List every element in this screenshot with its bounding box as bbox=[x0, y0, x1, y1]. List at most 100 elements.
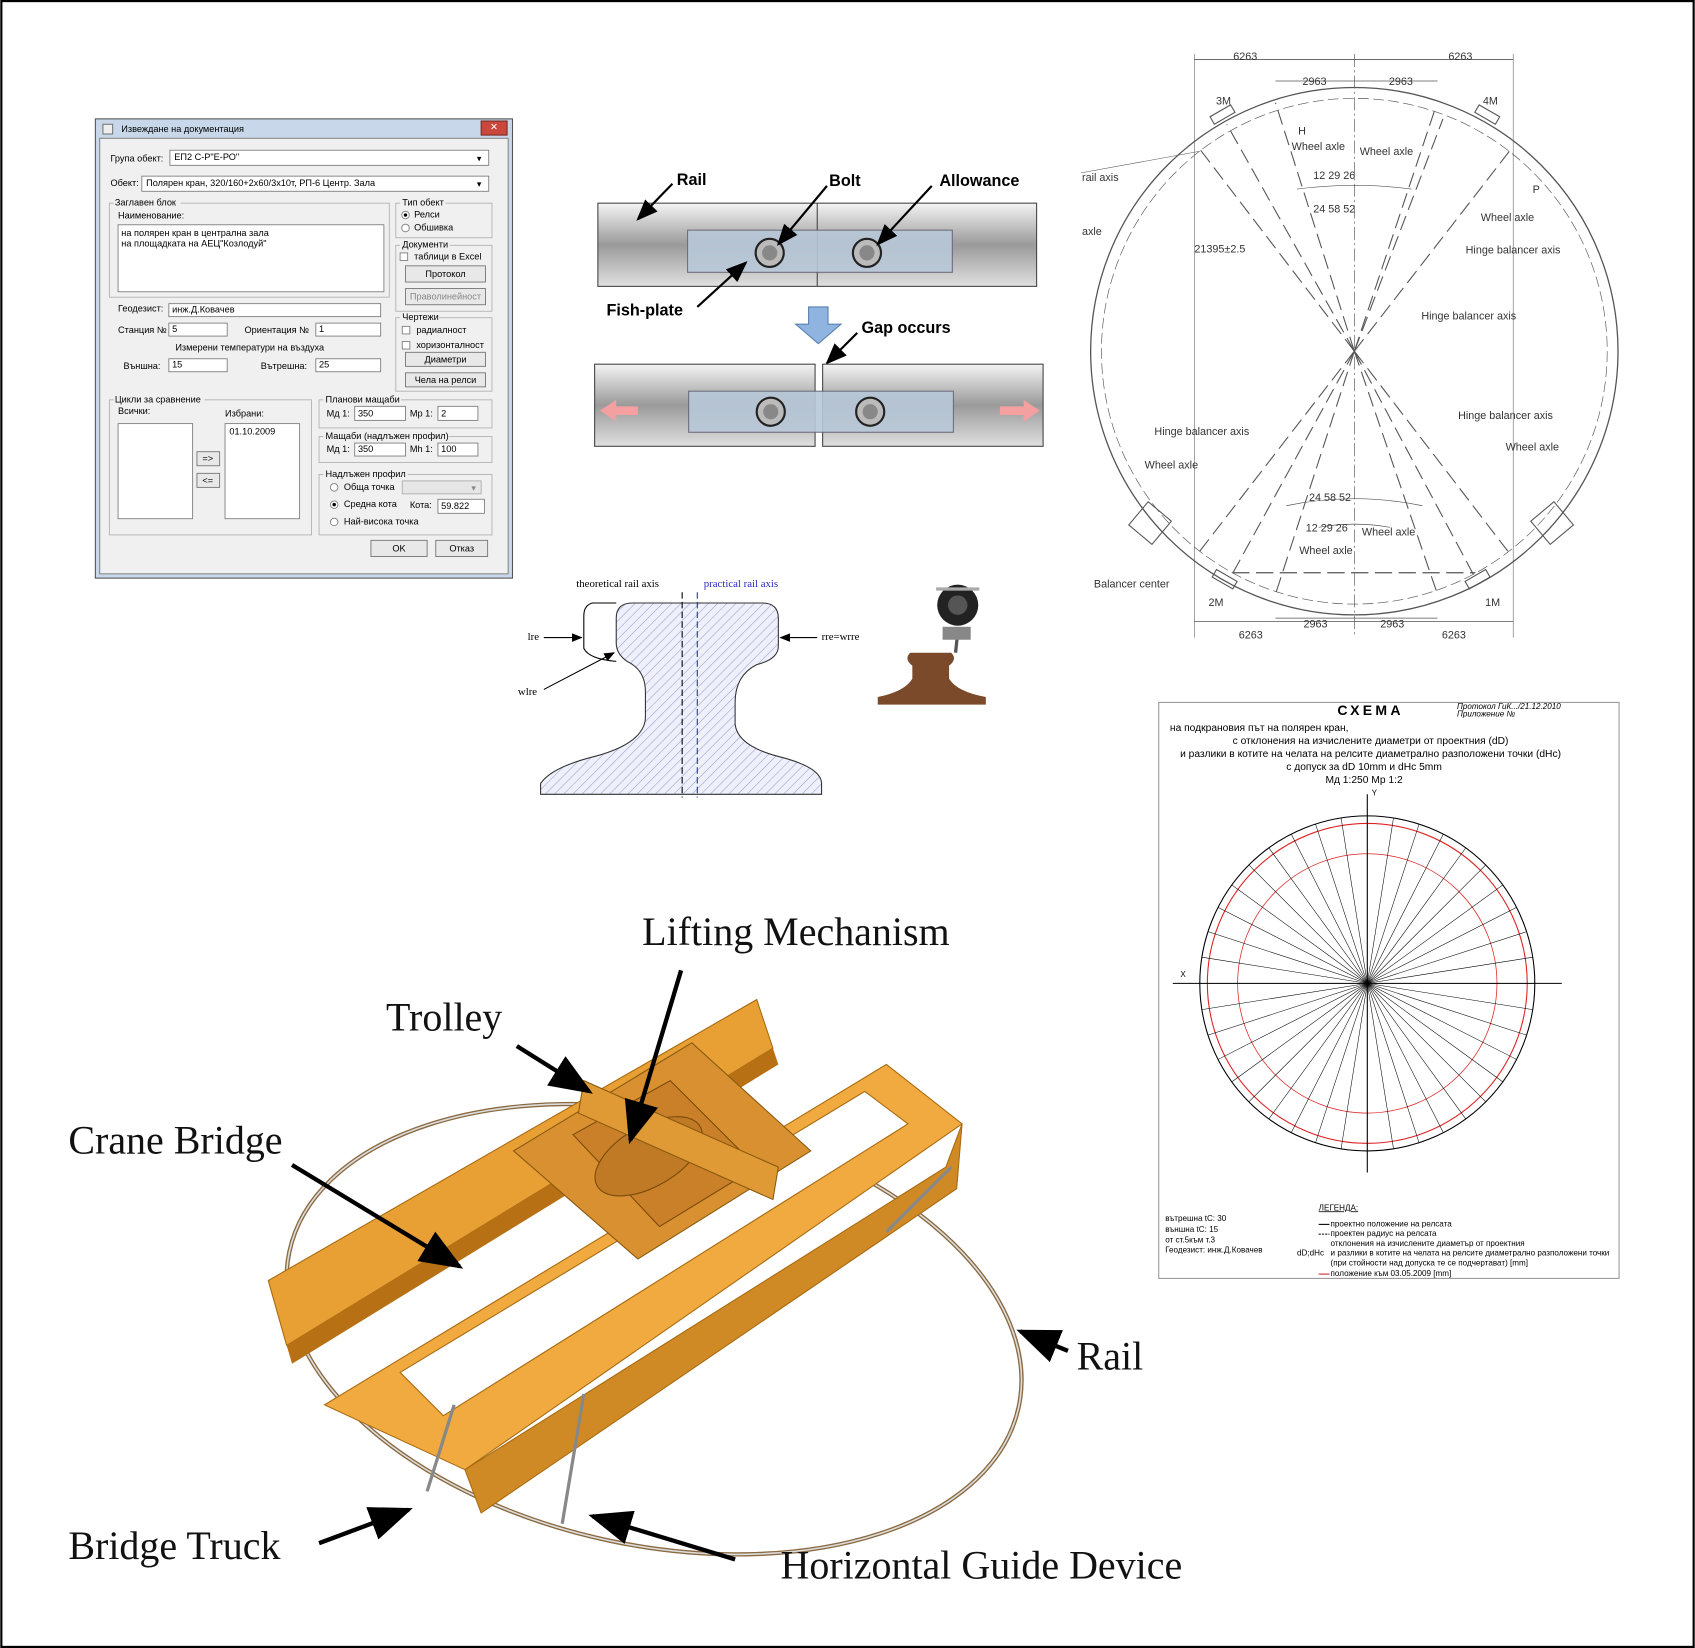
line-shape bbox=[1226, 124, 1355, 352]
rect-shape bbox=[401, 480, 482, 495]
labels-label: 1M bbox=[1485, 597, 1500, 609]
long-profile-label: Надлъжен профил bbox=[326, 469, 406, 479]
labels-label: axle bbox=[1082, 226, 1102, 238]
rect-shape bbox=[323, 432, 449, 441]
radial-line bbox=[1201, 956, 1368, 984]
line-shape bbox=[876, 185, 933, 246]
object-label-label: Обект: bbox=[110, 178, 138, 188]
straightness-label: Праволинейност bbox=[410, 292, 482, 302]
radial-line bbox=[1231, 983, 1368, 1083]
labels-label: Hinge balancer axis bbox=[1154, 426, 1249, 438]
radial-line bbox=[1201, 983, 1368, 1010]
circle-shape bbox=[332, 502, 336, 507]
rect-shape bbox=[437, 498, 485, 514]
path-shape bbox=[540, 602, 823, 795]
path-shape bbox=[464, 1123, 963, 1514]
radial-line bbox=[1367, 817, 1394, 984]
rail-heads-label: Чела на релси bbox=[415, 375, 477, 385]
lines-label: и разлики в котите на челата на релсите … bbox=[1180, 749, 1561, 760]
surveyor-label-label: Геодезист: bbox=[118, 303, 163, 313]
line-shape bbox=[543, 652, 616, 690]
guide-label: Horizontal Guide Device bbox=[780, 1542, 1182, 1587]
text-shape: ▾ bbox=[477, 153, 482, 163]
labels-label: 24 58 52 bbox=[1313, 204, 1355, 216]
profile-md-label: 350 bbox=[358, 444, 373, 454]
labels-label: 2963 bbox=[1304, 618, 1328, 630]
notes-label: Геодезист: инж.Д.Ковачев bbox=[1165, 1245, 1262, 1254]
radial-line bbox=[1217, 983, 1368, 1060]
rect-shape bbox=[401, 325, 411, 335]
protocol-label: Протокол bbox=[425, 269, 465, 279]
trolley-label: Trolley bbox=[386, 994, 502, 1039]
legend-label: отклонения на изчислените диаметър от пр… bbox=[1331, 1239, 1525, 1248]
path-shape bbox=[999, 399, 1040, 422]
rect-shape bbox=[1530, 500, 1575, 546]
rail-label: Rail bbox=[677, 171, 707, 189]
labels-label: 6263 bbox=[1233, 51, 1257, 63]
type-options-label: Релси bbox=[414, 209, 440, 219]
path-shape bbox=[1297, 185, 1412, 190]
crane-ring-labels: 6263 6263 2963 2963 3M 4M Wheel axle Whe… bbox=[1082, 51, 1561, 641]
inner-label-label: Вътрешна: bbox=[261, 361, 307, 371]
legend-label: положение към 03.05.2009 [mm] bbox=[1331, 1269, 1452, 1278]
profile-options-label: Средна кота bbox=[344, 499, 398, 509]
rect-shape bbox=[196, 451, 221, 467]
rect-shape bbox=[168, 322, 228, 337]
radial-line bbox=[1367, 983, 1533, 1010]
radial-label: радиалност bbox=[416, 325, 467, 335]
circle-shape bbox=[401, 223, 410, 233]
labels-label: 4M bbox=[1483, 95, 1498, 107]
type-options-label: Обшивка bbox=[414, 222, 454, 232]
rect-shape bbox=[196, 472, 221, 488]
mp1-label: Мр 1: bbox=[410, 408, 433, 418]
profile-options-label: Най-висока точка bbox=[344, 516, 420, 526]
labels-label: 2963 bbox=[1302, 76, 1326, 88]
radial-line bbox=[1367, 824, 1420, 984]
line-shape bbox=[1016, 1329, 1069, 1363]
profile-mh-label: 100 bbox=[441, 444, 456, 454]
cycles-label: Цикли за сравнение bbox=[115, 394, 201, 404]
path-shape bbox=[877, 652, 986, 705]
circle-shape bbox=[862, 404, 878, 420]
title-label: Извеждане на документация bbox=[121, 124, 244, 134]
rail-label: Rail bbox=[1077, 1334, 1144, 1379]
rect-shape bbox=[168, 303, 382, 318]
crane-ring bbox=[1080, 54, 1619, 638]
g-shape bbox=[290, 969, 1069, 1562]
rect-shape bbox=[323, 395, 402, 405]
radial-line bbox=[1248, 983, 1368, 1103]
station-value-label: 5 bbox=[172, 324, 177, 334]
group-label-label: Група обект: bbox=[110, 153, 163, 163]
group-value-label: ЕП2 С-Р"Е-РО" bbox=[174, 152, 239, 162]
radial-line bbox=[1268, 847, 1368, 984]
rect-shape bbox=[399, 252, 409, 261]
path-shape bbox=[1318, 523, 1391, 528]
inner-value-label: 25 bbox=[319, 360, 329, 370]
plan-mp-label: 2 bbox=[441, 408, 446, 418]
rect-shape bbox=[435, 539, 489, 557]
labels-label: Hinge balancer axis bbox=[1458, 410, 1553, 422]
radial-line bbox=[1367, 983, 1420, 1143]
gap-label: Gap occurs bbox=[862, 319, 951, 337]
line-shape bbox=[560, 1393, 586, 1524]
lifting-label: Lifting Mechanism bbox=[642, 909, 949, 954]
outer-value-label: 15 bbox=[172, 360, 182, 370]
lre-label: lre bbox=[528, 631, 540, 643]
rre-label: rre=wrre bbox=[822, 631, 860, 643]
labels-label: 6263 bbox=[1448, 51, 1472, 63]
all-label: Всички: bbox=[118, 406, 150, 416]
labels-label: Wheel axle bbox=[1299, 545, 1352, 557]
radial-line bbox=[1367, 983, 1503, 1083]
radial-line bbox=[1367, 983, 1517, 1060]
radial-line bbox=[1207, 931, 1368, 984]
rect-shape bbox=[108, 399, 312, 536]
md1-label: Мд 1: bbox=[327, 444, 350, 454]
radial-line bbox=[1367, 983, 1466, 1120]
rect-shape bbox=[405, 372, 486, 388]
legend-key-label: dD;dHc bbox=[1297, 1249, 1324, 1258]
line-shape bbox=[696, 261, 748, 308]
radial-line bbox=[1367, 834, 1444, 984]
labels-label: Wheel axle bbox=[1506, 441, 1559, 453]
rect-shape bbox=[168, 358, 228, 373]
